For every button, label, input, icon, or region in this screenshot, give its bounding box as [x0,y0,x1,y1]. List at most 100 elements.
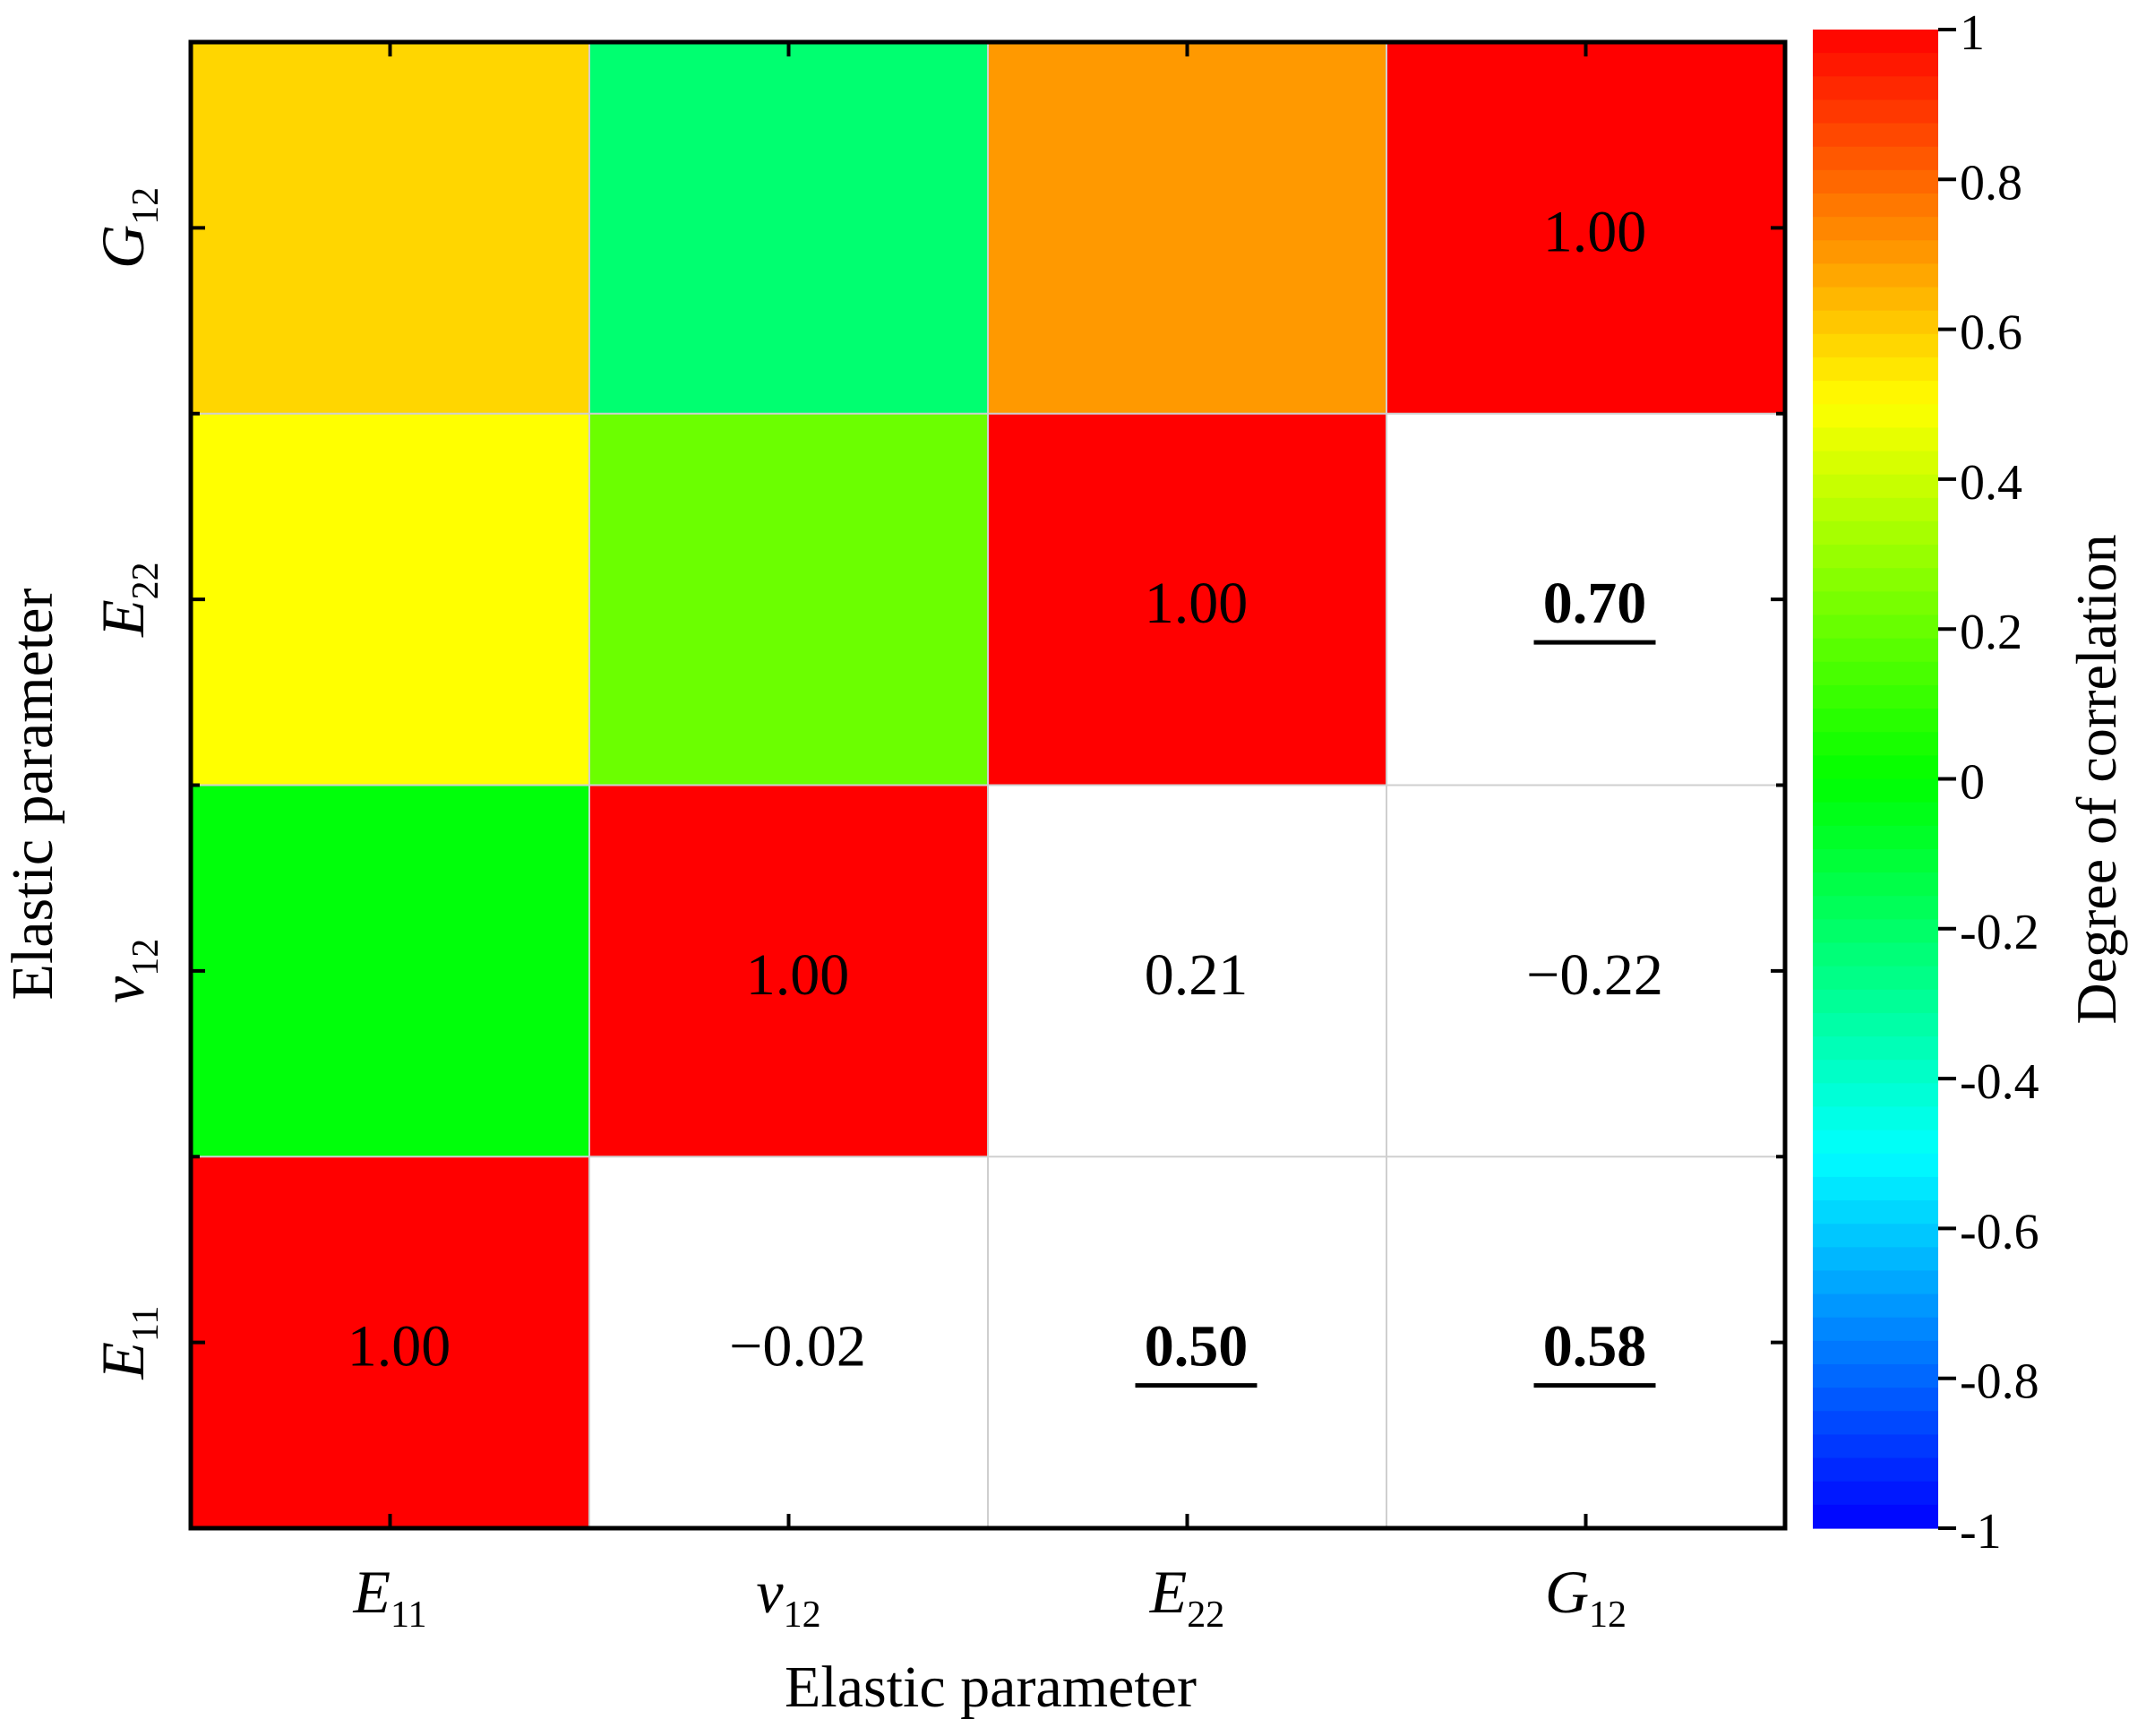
colorbar-band [1813,1106,1938,1131]
colorbar-band [1813,146,1938,171]
cell-gridlines [191,42,1785,1528]
x-tick-label-E22: E22 [1149,1558,1225,1636]
colorbar-tick-label: -0.6 [1960,1204,2039,1259]
colorbar-band [1813,1083,1938,1108]
cell-label-2-2: 1.00 [1145,571,1249,636]
colorbar-band [1813,1130,1938,1155]
heatmap-cell-0-1 [589,1156,988,1528]
colorbar-band [1813,76,1938,101]
heatmap-cell-2-0 [191,413,589,786]
colorbar-band [1813,1224,1938,1248]
heatmap-cell-3-3 [1386,42,1785,414]
y-tick-labels: E11 v12 E22 G12 [89,187,167,1380]
colorbar [1813,30,1938,1529]
colorbar-tick-label: 0.8 [1960,155,2022,211]
colorbar-band [1813,1247,1938,1272]
colorbar-band [1813,1364,1938,1388]
colorbar-band [1813,451,1938,476]
colorbar-tick-label: 0.2 [1960,605,2022,660]
colorbar-band [1813,1481,1938,1506]
colorbar-band [1813,333,1938,358]
heatmap-cell-1-0 [191,785,589,1157]
cell-label-0-3: 0.58 [1543,1314,1647,1379]
colorbar-band [1813,310,1938,335]
colorbar-band [1813,1434,1938,1459]
colorbar-band [1813,381,1938,405]
colorbar-band [1813,1012,1938,1037]
y-tick-label-E22: E22 [89,562,167,638]
colorbar-band [1813,497,1938,522]
colorbar-band [1813,638,1938,663]
colorbar-band [1813,1060,1938,1084]
colorbar-band [1813,123,1938,148]
y-axis-title: Elastic parameter [0,589,65,1001]
colorbar-tick-label: 1 [1960,5,1985,61]
cell-label-3-3: 1.00 [1543,199,1647,264]
colorbar-band [1813,520,1938,546]
colorbar-band [1813,357,1938,382]
colorbar-band [1813,217,1938,241]
x-tick-label-E11: E11 [353,1558,427,1636]
colorbar-band [1813,825,1938,850]
heatmap-cell-3-2 [988,42,1386,414]
colorbar-band [1813,848,1938,873]
heatmap-cell-0-0 [191,1156,589,1528]
colorbar-band [1813,684,1938,709]
colorbar-band [1813,802,1938,827]
colorbar-band [1813,240,1938,265]
heatmap-cell-0-3 [1386,1156,1785,1528]
colorbar-tick-label: -0.8 [1960,1354,2039,1410]
colorbar-band [1813,942,1938,967]
cell-label-1-1: 1.00 [746,942,850,1008]
heatmap-cell-2-2 [988,413,1386,786]
heatmap-cell-1-2 [988,785,1386,1157]
colorbar-band [1813,1457,1938,1482]
cell-label-0-1: −0.02 [729,1314,866,1379]
colorbar-band [1813,1317,1938,1342]
colorbar-ticks: 1 0.8 0.6 0.4 0.2 0 -0.2 -0.4 -0.6 -0.8 -1 [1938,5,2039,1560]
colorbar-band [1813,1340,1938,1365]
colorbar-band [1813,1270,1938,1295]
colorbar-tick-label: -1 [1960,1504,2002,1560]
colorbar-band [1813,1036,1938,1061]
heatmap-cell-3-1 [589,42,988,414]
colorbar-band [1813,755,1938,780]
colorbar-band [1813,709,1938,733]
colorbar-band [1813,1388,1938,1412]
colorbar-band [1813,474,1938,499]
colorbar-tick-label: -0.4 [1960,1054,2039,1110]
colorbar-tick-label: 0.6 [1960,305,2022,361]
colorbar-band [1813,1411,1938,1436]
colorbar-band [1813,1153,1938,1178]
colorbar-band [1813,427,1938,452]
heatmap-cell-0-2 [988,1156,1386,1528]
cell-value-labels: 1.00 −0.02 0.50 0.58 1.00 0.21 −0.22 1.00 0.70 1.… [348,199,1663,1388]
colorbar-band [1813,1200,1938,1225]
y-tick-label-v12: v12 [89,939,167,1003]
heatmap-cell-1-1 [589,785,988,1157]
colorbar-band [1813,99,1938,125]
colorbar-band [1813,661,1938,686]
y-tick-label-E11: E11 [89,1306,167,1380]
heatmap-cell-1-3 [1386,785,1785,1157]
colorbar-tick-label: -0.2 [1960,905,2039,960]
colorbar-band [1813,1293,1938,1319]
colorbar-tick-label: 0 [1960,755,1985,811]
colorbar-band [1813,545,1938,569]
colorbar-band [1813,30,1938,54]
colorbar-band [1813,732,1938,756]
cell-label-0-2: 0.50 [1145,1314,1249,1379]
heatmap-cell-2-1 [589,413,988,786]
colorbar-band [1813,193,1938,218]
colorbar-band [1813,614,1938,640]
colorbar-band [1813,568,1938,592]
heatmap-cell-2-3 [1386,413,1785,786]
colorbar-tick-label: 0.4 [1960,455,2022,511]
colorbar-band [1813,989,1938,1014]
colorbar-band [1813,1176,1938,1201]
y-tick-label-G12: G12 [89,187,167,269]
heatmap-cells [191,42,1785,1528]
heatmap-cell-3-0 [191,42,589,414]
x-tick-labels: E11 v12 E22 G12 [353,1558,1627,1636]
colorbar-band [1813,287,1938,312]
